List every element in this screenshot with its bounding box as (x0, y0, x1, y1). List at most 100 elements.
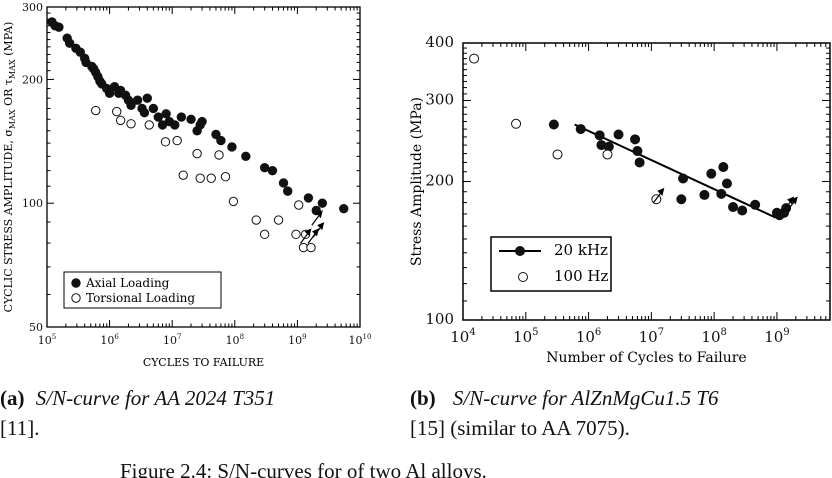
data-point-filled (594, 130, 605, 141)
x-tick-label: 106 (100, 333, 119, 347)
data-point-filled (259, 162, 270, 173)
caption-a-tag: (a) (0, 386, 25, 410)
y-axis-label-part: (MPA) (2, 22, 15, 60)
x-tick-label: 105 (38, 333, 56, 347)
series-1 (469, 53, 662, 205)
data-point-open (273, 215, 284, 225)
legend-label: 20 kHz (554, 241, 608, 259)
runout-arrowhead (315, 210, 323, 219)
x-tick-label: 1010 (349, 333, 372, 347)
runout-arrowhead (312, 228, 320, 237)
data-point-open (178, 170, 188, 180)
x-tick-base: 10 (349, 334, 363, 347)
plot-frame (46, 6, 361, 328)
data-point-open (144, 120, 154, 130)
x-tick-label: 106 (576, 327, 601, 346)
x-tick-base: 10 (226, 334, 240, 347)
caption-a-text: S/N-curve for AA 2024 T351 (36, 386, 276, 410)
data-point-filled (267, 165, 278, 176)
data-point-open (126, 119, 136, 129)
data-point-filled (126, 100, 136, 111)
data-point-open (160, 137, 171, 147)
x-tick-base: 10 (100, 334, 114, 347)
x-tick-exp: 6 (114, 333, 119, 341)
data-point-open (206, 173, 216, 183)
caption-a-ref: [11]. (0, 416, 39, 440)
x-tick-base: 10 (163, 334, 177, 347)
x-tick-exp: 8 (240, 333, 244, 341)
series-0 (47, 17, 349, 216)
data-point-open (220, 171, 231, 182)
data-point-open (251, 215, 261, 225)
data-point-filled (148, 103, 159, 114)
runout-arrowhead (304, 228, 312, 237)
x-tick-exp: 7 (177, 333, 181, 341)
data-point-open (511, 118, 522, 129)
y-tick-label: 200 (425, 172, 454, 190)
x-tick-exp: 8 (721, 327, 727, 338)
data-point-filled (718, 162, 729, 173)
y-tick-label: 100 (22, 197, 43, 210)
legend-box (63, 271, 222, 309)
data-point-filled (634, 157, 645, 168)
runout-arrowhead (790, 196, 798, 205)
x-tick-base: 10 (701, 328, 720, 346)
x-tick-exp: 9 (302, 333, 306, 341)
legend-marker (515, 246, 525, 256)
caption-b-tag: (b) (410, 386, 436, 410)
x-tick-label: 108 (701, 327, 726, 346)
caption-b: (b) S/N-curve for AlZnMgCu1.5 T6 (410, 386, 719, 410)
caption-b-text: S/N-curve for AlZnMgCu1.5 T6 (453, 386, 719, 410)
x-tick-exp: 7 (658, 327, 664, 338)
data-point-filled (728, 202, 739, 213)
y-tick-label: 300 (22, 1, 43, 14)
x-tick-exp: 5 (52, 333, 56, 341)
y-tick-label: 300 (425, 90, 454, 108)
data-point-filled (278, 178, 289, 188)
data-point-filled (104, 88, 115, 99)
data-point-filled (161, 109, 171, 119)
legend-label: 100 Hz (554, 267, 608, 285)
legend-marker (71, 293, 81, 303)
data-point-filled (676, 194, 687, 205)
data-point-filled (630, 134, 641, 145)
legend-marker (518, 272, 528, 282)
data-point-filled (197, 116, 207, 127)
legend-label: Torsional Loading (86, 291, 195, 305)
data-point-filled (716, 188, 727, 199)
series-0 (548, 119, 792, 221)
x-tick-exp: 10 (363, 333, 372, 341)
data-point-filled (211, 129, 221, 140)
x-tick-label: 105 (513, 327, 538, 346)
data-point-filled (317, 198, 328, 208)
y-tick-label: 400 (425, 33, 454, 51)
data-point-filled (142, 93, 152, 103)
data-point-open (112, 106, 122, 117)
data-point-open (172, 135, 182, 146)
data-point-filled (227, 142, 237, 152)
fit-line (574, 123, 776, 219)
data-point-filled (75, 47, 85, 57)
y-axis-label-part: MAX (8, 59, 17, 79)
data-point-filled (339, 203, 349, 214)
data-point-filled (303, 193, 314, 203)
y-axis-label-part: OR τ (2, 79, 15, 109)
data-point-open (306, 242, 316, 253)
y-tick-label: 100 (425, 310, 454, 328)
x-tick-label: 109 (764, 327, 789, 346)
x-tick-exp: 6 (595, 327, 601, 338)
runout-arrowhead (787, 196, 795, 205)
data-point-filled (699, 189, 710, 200)
x-tick-base: 10 (764, 328, 783, 346)
series-1 (91, 105, 316, 253)
data-point-filled (706, 168, 717, 179)
x-tick-label: 107 (163, 333, 181, 347)
data-point-filled (721, 178, 732, 189)
legend-marker (71, 278, 81, 288)
data-point-open (192, 148, 202, 159)
x-tick-label: 109 (288, 333, 306, 347)
data-point-open (91, 105, 101, 116)
data-point-filled (186, 114, 196, 124)
